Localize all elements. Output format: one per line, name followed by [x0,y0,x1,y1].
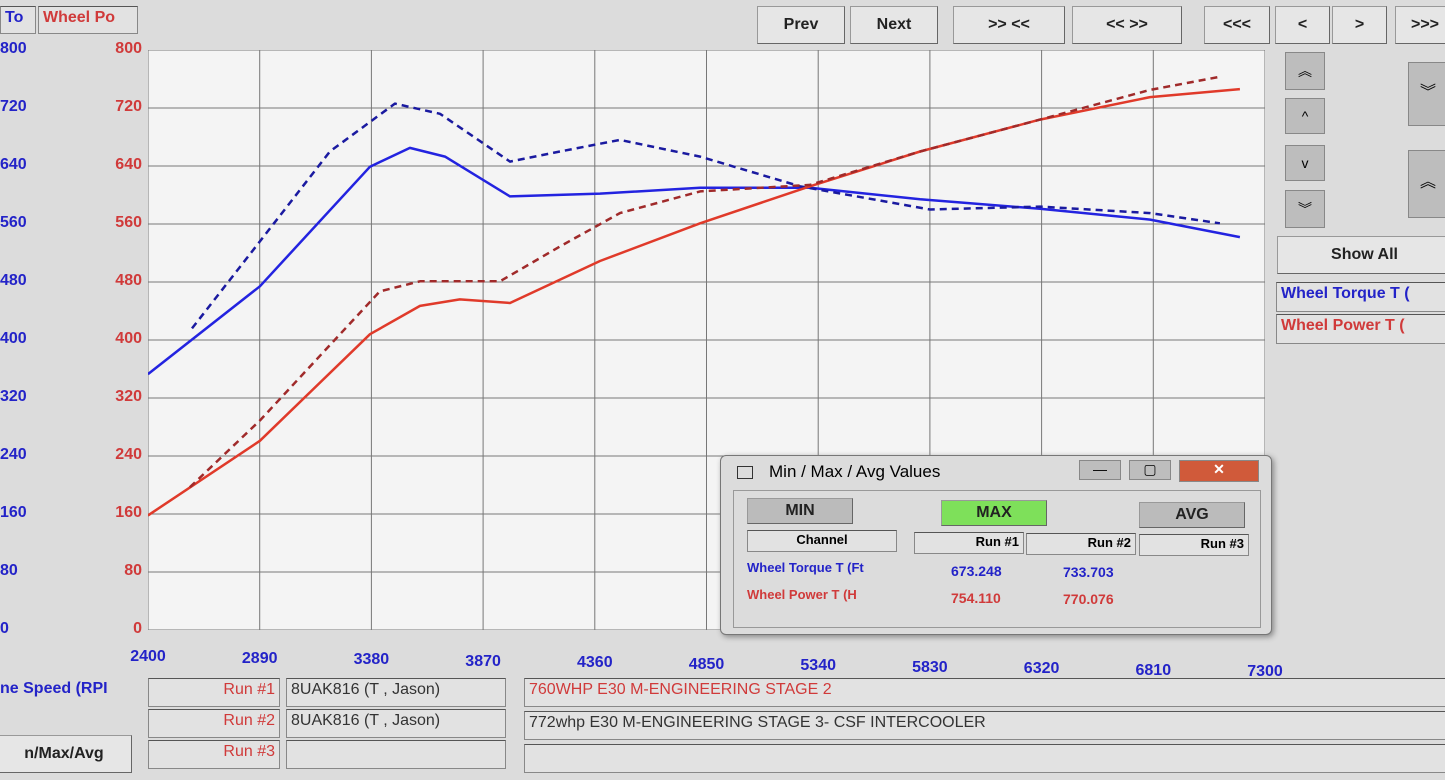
torque-tick-label: 400 [0,330,27,347]
series-line-1 [191,102,1221,330]
torque-axis-header[interactable]: To [0,6,36,34]
series-line-3 [189,75,1221,489]
channel-torque[interactable]: Wheel Torque T ( [1276,282,1445,312]
col-run2: Run #2 [1026,533,1136,555]
channel-power[interactable]: Wheel Power T ( [1276,314,1445,344]
run-description[interactable]: 772whp E30 M-ENGINEERING STAGE 3- CSF IN… [524,711,1445,740]
scroll-right-button[interactable]: > [1332,6,1387,44]
x-tick-label: 4850 [688,655,725,673]
x-tick-label: 5830 [912,658,948,676]
close-button[interactable]: ✕ [1179,460,1259,482]
x-tick-label: 7300 [1247,663,1283,680]
run-vehicle[interactable]: 8UAK816 (T , Jason) [286,709,506,738]
row-torque-run2: 733.703 [1063,564,1114,580]
x-tick-label: 6810 [1135,661,1172,679]
torque-tick-label: 720 [0,98,27,115]
torque-tick-label: 240 [0,446,27,463]
torque-tick-label: 80 [0,562,18,579]
run-label[interactable]: Run #2 [148,709,280,738]
power-tick-label: 160 [115,504,142,521]
x-tick-label: 3870 [465,652,501,670]
zoom-out-button[interactable]: << >> [1072,6,1182,44]
row-power-channel: Wheel Power T (H [747,587,857,602]
run-vehicle[interactable] [286,740,506,769]
min-max-avg-button[interactable]: n/Max/Avg [0,735,132,773]
scroll-up-button[interactable]: ^ [1285,98,1325,134]
compress-scale-button[interactable]: ︽ [1408,150,1445,218]
run-description[interactable]: 760WHP E30 M-ENGINEERING STAGE 2 [524,678,1445,707]
series-line-0 [148,146,1241,376]
scroll-down-fast-button[interactable]: ︾ [1285,190,1325,228]
run-description[interactable] [524,744,1445,773]
col-channel: Channel [747,530,897,552]
dialog-body [733,490,1261,628]
max-button[interactable]: MAX [941,500,1047,526]
power-tick-label: 720 [115,98,142,115]
run-label[interactable]: Run #1 [148,678,280,707]
x-tick-label: 5340 [800,657,836,674]
scroll-left-button[interactable]: < [1275,6,1330,44]
prev-button[interactable]: Prev [757,6,845,44]
x-tick-label: 6320 [1023,660,1060,677]
power-tick-label: 800 [115,40,142,57]
power-tick-label: 640 [115,156,142,173]
power-axis-header[interactable]: Wheel Po [38,6,138,34]
min-max-avg-dialog: Min / Max / Avg Values — ▢ ✕ MIN MAX AVG… [720,455,1272,635]
power-tick-label: 480 [115,272,142,289]
zoom-in-button[interactable]: >> << [953,6,1065,44]
expand-scale-button[interactable]: ︾ [1408,62,1445,126]
power-tick-label: 400 [115,330,142,347]
scroll-far-right-button[interactable]: >>> [1395,6,1445,44]
row-torque-channel: Wheel Torque T (Ft [747,560,864,575]
torque-tick-label: 160 [0,504,27,521]
avg-button[interactable]: AVG [1139,502,1245,528]
x-tick-label: 3380 [353,651,390,668]
x-tick-label: 2890 [241,649,278,667]
torque-tick-label: 640 [0,156,27,173]
power-tick-label: 240 [115,446,142,463]
dialog-title: Min / Max / Avg Values [769,462,941,481]
show-all-button[interactable]: Show All [1277,236,1445,274]
torque-tick-label: 480 [0,272,27,289]
power-tick-label: 0 [133,620,142,637]
scroll-down-button[interactable]: v [1285,145,1325,181]
run-vehicle[interactable]: 8UAK816 (T , Jason) [286,678,506,707]
torque-tick-label: 560 [0,214,27,231]
maximize-button[interactable]: ▢ [1129,460,1171,480]
col-run3: Run #3 [1139,534,1249,556]
torque-tick-label: 0 [0,620,9,637]
scroll-up-fast-button[interactable]: ︽ [1285,52,1325,90]
scroll-far-left-button[interactable]: <<< [1204,6,1270,44]
dyno-chart [148,50,1265,630]
run-label[interactable]: Run #3 [148,740,280,769]
torque-tick-label: 800 [0,40,27,57]
col-run1: Run #1 [914,532,1024,554]
min-button[interactable]: MIN [747,498,853,524]
power-tick-label: 320 [115,388,142,405]
row-power-run2: 770.076 [1063,591,1114,607]
torque-tick-label: 320 [0,388,27,405]
x-axis-label: ne Speed (RPI [0,680,108,697]
minimize-button[interactable]: — [1079,460,1121,480]
x-tick-label: 2400 [130,648,166,665]
window-icon [737,466,753,479]
x-tick-label: 4360 [577,654,613,671]
row-power-run1: 754.110 [951,590,1001,606]
next-button[interactable]: Next [850,6,938,44]
power-tick-label: 80 [124,562,142,579]
power-tick-label: 560 [115,214,142,231]
row-torque-run1: 673.248 [951,563,1002,579]
